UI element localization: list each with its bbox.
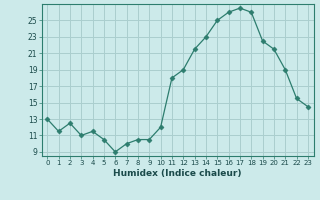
- X-axis label: Humidex (Indice chaleur): Humidex (Indice chaleur): [113, 169, 242, 178]
